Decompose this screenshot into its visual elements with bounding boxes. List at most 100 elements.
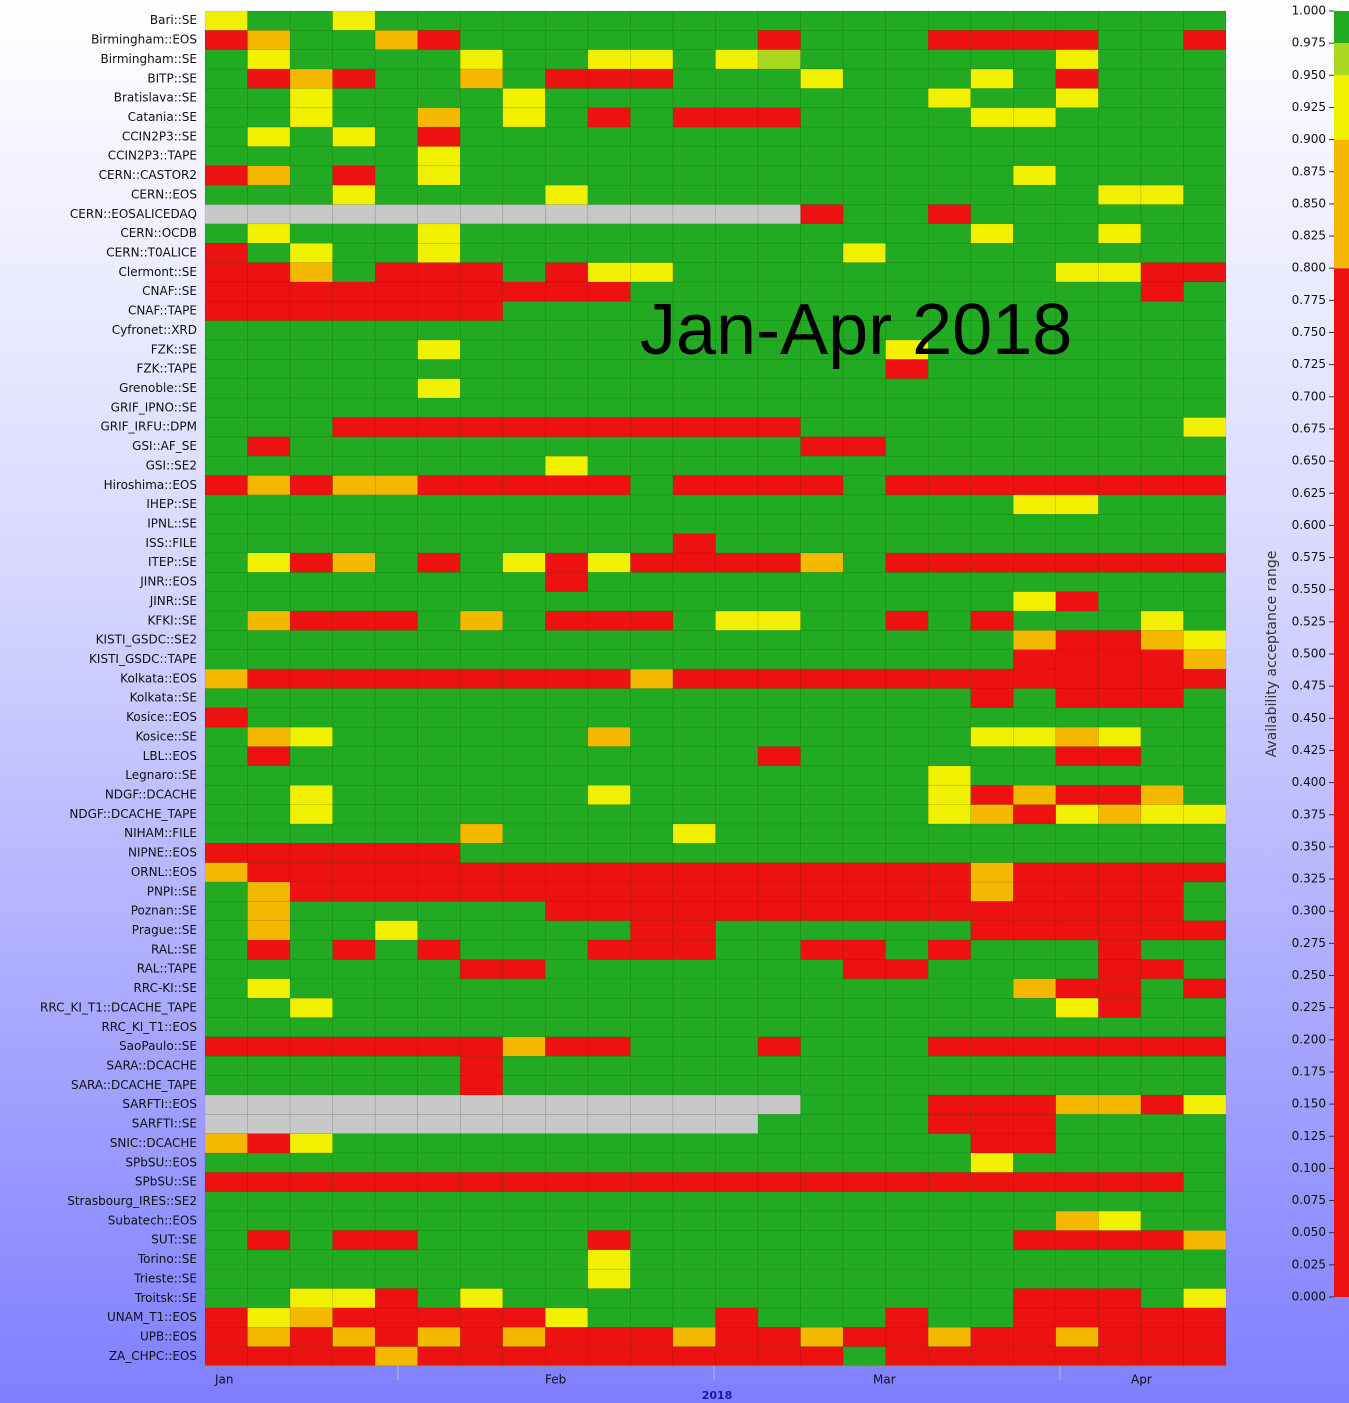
heatmap-cell — [459, 1346, 504, 1367]
heatmap-cell — [1055, 1036, 1099, 1057]
colorbar-tick-label: 0.850 — [1292, 196, 1326, 210]
heatmap-cell — [1012, 1210, 1057, 1231]
heatmap-cell — [417, 1017, 461, 1038]
heatmap-cell — [545, 126, 589, 147]
heatmap-cell — [289, 688, 333, 709]
heatmap-cell — [970, 1210, 1014, 1231]
heatmap-cell — [885, 997, 929, 1018]
heatmap-cell — [1183, 707, 1227, 728]
heatmap-cell — [1055, 475, 1099, 496]
heatmap-cell — [204, 436, 248, 457]
heatmap-cell — [927, 1172, 972, 1193]
heatmap-cell — [885, 823, 929, 844]
heatmap-cell — [630, 823, 674, 844]
heatmap-cell — [1140, 397, 1184, 418]
heatmap-cell — [332, 165, 376, 186]
heatmap-cell — [417, 10, 461, 31]
heatmap-cell — [842, 88, 886, 109]
heatmap-cell — [1012, 959, 1057, 980]
heatmap-cell — [289, 1075, 333, 1096]
heatmap-cell — [842, 165, 886, 186]
heatmap-cell — [672, 397, 716, 418]
heatmap-cell — [1098, 339, 1142, 360]
heatmap-cell — [842, 146, 886, 167]
heatmap-cell — [289, 1268, 333, 1289]
heatmap-cell — [204, 184, 248, 205]
heatmap-cell — [247, 843, 291, 864]
heatmap-cell — [757, 533, 801, 554]
heatmap-cell — [885, 1249, 929, 1270]
heatmap-cell — [204, 223, 248, 244]
heatmap-cell — [715, 1268, 759, 1289]
heatmap-cell — [757, 688, 801, 709]
heatmap-cell — [672, 630, 716, 651]
heatmap-cell — [502, 126, 546, 147]
heatmap-cell — [1098, 1191, 1142, 1212]
heatmap-cell — [289, 784, 333, 805]
heatmap-cell — [502, 862, 546, 883]
heatmap-cell — [927, 1055, 972, 1076]
heatmap-cell — [289, 1191, 333, 1212]
heatmap-cell — [374, 1210, 419, 1231]
heatmap-cell — [1055, 1326, 1099, 1347]
row-label: NIHAM::FILE — [124, 826, 197, 840]
heatmap-cell — [289, 726, 333, 747]
heatmap-cell — [587, 1075, 631, 1096]
heatmap-cell — [800, 1230, 844, 1251]
heatmap-cell — [970, 417, 1014, 438]
heatmap-cell — [1012, 707, 1057, 728]
heatmap-cell — [842, 1346, 886, 1367]
heatmap-cell — [672, 552, 716, 573]
row-label: RRC-KI::SE — [134, 981, 197, 995]
heatmap-cell — [502, 1133, 546, 1154]
row-label: Kosice::EOS — [126, 710, 197, 724]
heatmap-cell — [1098, 513, 1142, 534]
heatmap-cell — [885, 1055, 929, 1076]
heatmap-cell — [1098, 726, 1142, 747]
heatmap-cell — [417, 959, 461, 980]
heatmap-cell — [630, 455, 674, 476]
heatmap-cell — [1098, 1094, 1142, 1115]
heatmap-cell — [374, 1191, 419, 1212]
heatmap-cell — [672, 10, 716, 31]
heatmap-cell — [204, 978, 248, 999]
heatmap-cell — [1012, 262, 1057, 283]
heatmap-cell — [757, 552, 801, 573]
heatmap-cell — [842, 475, 886, 496]
heatmap-cell — [672, 107, 716, 128]
row-label: KISTI_GSDC::SE2 — [96, 633, 197, 647]
heatmap-cell — [1183, 146, 1227, 167]
heatmap-cell — [1140, 1036, 1184, 1057]
heatmap-cell — [885, 939, 929, 960]
heatmap-cell — [289, 630, 333, 651]
heatmap-cell — [545, 591, 589, 612]
heatmap-cell — [459, 668, 504, 689]
heatmap-cell — [374, 572, 419, 593]
heatmap-cell — [800, 1094, 844, 1115]
heatmap-cell — [502, 68, 546, 89]
heatmap-cell — [927, 1094, 972, 1115]
heatmap-cell — [374, 49, 419, 70]
heatmap-cell — [247, 10, 291, 31]
heatmap-cell — [502, 1152, 546, 1173]
heatmap-cell — [1140, 862, 1184, 883]
heatmap-cell — [247, 1210, 291, 1231]
heatmap-cell — [502, 1075, 546, 1096]
heatmap-cell — [417, 843, 461, 864]
heatmap-cell — [630, 843, 674, 864]
heatmap-cell — [630, 1346, 674, 1367]
heatmap-cell — [1098, 1075, 1142, 1096]
heatmap-cell — [1098, 397, 1142, 418]
heatmap-cell — [715, 552, 759, 573]
heatmap-cell — [374, 668, 419, 689]
heatmap-cell — [885, 10, 929, 31]
heatmap-cell — [970, 184, 1014, 205]
heatmap-cell — [459, 1249, 504, 1270]
heatmap-cell — [1183, 920, 1227, 941]
heatmap-cell — [757, 1249, 801, 1270]
row-label: SARA::DCACHE_TAPE — [71, 1078, 197, 1092]
heatmap-cell — [715, 746, 759, 767]
heatmap-cell — [1055, 610, 1099, 631]
heatmap-cell — [1183, 126, 1227, 147]
heatmap-cell — [204, 1133, 248, 1154]
